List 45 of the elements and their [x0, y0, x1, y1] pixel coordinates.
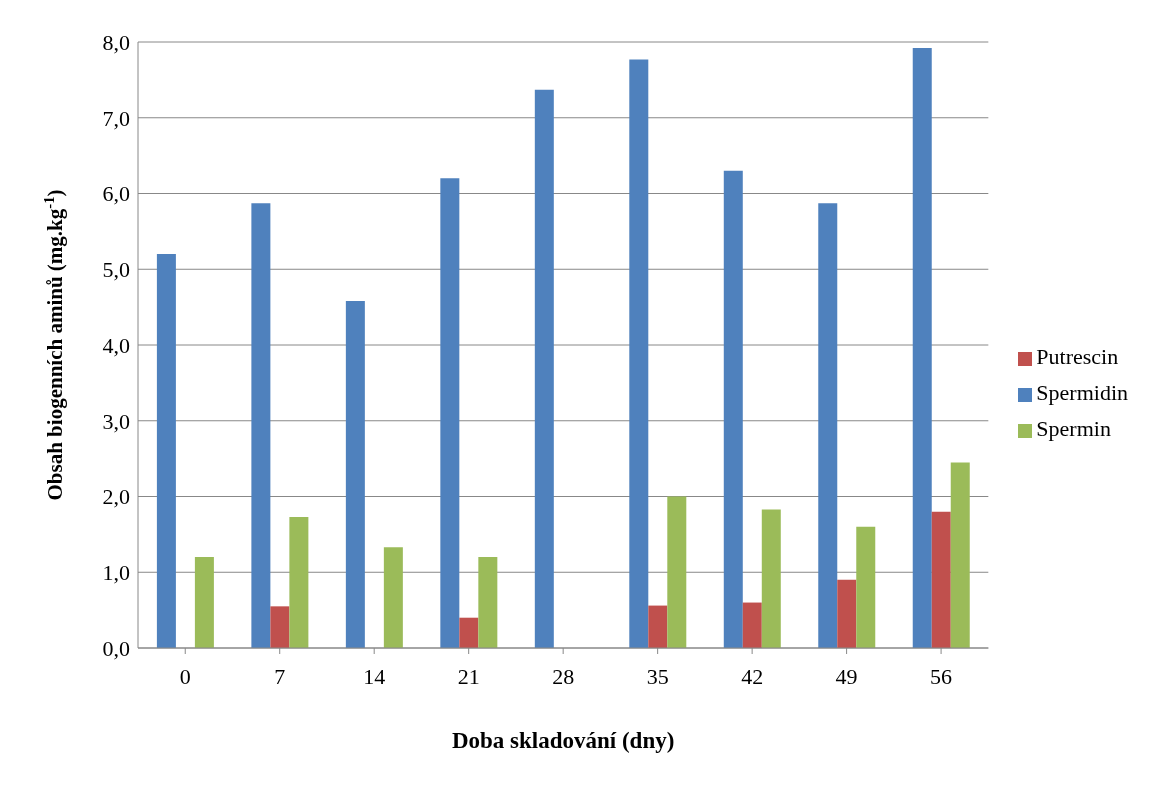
bar — [648, 605, 668, 648]
legend-label: Putrescin — [1036, 344, 1119, 369]
bar — [440, 178, 460, 648]
bar — [270, 606, 290, 648]
y-tick-label: 1,0 — [102, 560, 130, 586]
y-tick-label: 4,0 — [102, 332, 130, 358]
y-tick-label: 5,0 — [102, 257, 130, 283]
x-tick-label: 35 — [646, 663, 669, 689]
x-tick-label: 28 — [552, 663, 575, 689]
bar — [667, 496, 687, 648]
x-tick-label: 0 — [179, 663, 191, 689]
x-tick-label: 14 — [363, 663, 386, 689]
bar — [950, 462, 970, 648]
legend-label: Spermin — [1036, 416, 1111, 441]
bar — [345, 301, 365, 648]
x-tick-label: 49 — [835, 663, 858, 689]
bar — [818, 203, 838, 648]
bar — [251, 203, 271, 648]
bar — [383, 547, 403, 648]
bar — [723, 170, 743, 648]
bar — [912, 48, 932, 648]
legend-label: Spermidin — [1036, 380, 1128, 405]
y-tick-label: 6,0 — [102, 181, 130, 207]
bar — [156, 254, 176, 648]
bar — [761, 509, 781, 648]
bar — [856, 526, 876, 648]
bar — [931, 511, 951, 648]
x-tick-label: 56 — [930, 663, 953, 689]
y-tick-label: 2,0 — [102, 484, 130, 510]
y-tick-label: 3,0 — [102, 408, 130, 434]
bar — [534, 89, 554, 648]
bar — [289, 516, 309, 648]
x-tick-label: 21 — [457, 663, 480, 689]
bar — [837, 579, 857, 648]
y-tick-label: 7,0 — [102, 105, 130, 131]
y-tick-label: 0,0 — [102, 635, 130, 661]
bar — [478, 557, 498, 648]
bar — [742, 602, 762, 648]
x-tick-label: 7 — [274, 663, 286, 689]
bar — [629, 59, 649, 648]
x-tick-label: 42 — [741, 663, 764, 689]
bar — [194, 557, 214, 648]
x-axis-title: Doba skladování (dny) — [451, 728, 675, 753]
bar — [459, 617, 479, 648]
y-tick-label: 8,0 — [102, 29, 130, 55]
